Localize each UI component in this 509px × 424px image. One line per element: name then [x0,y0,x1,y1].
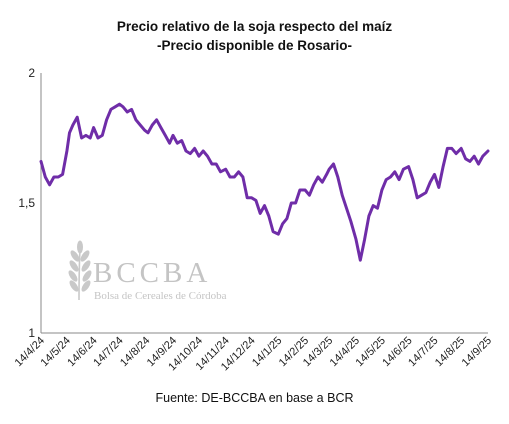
series-line [39,102,490,262]
chart-subtitle: -Precio disponible de Rosario- [156,38,353,53]
wheat-icon [68,240,92,301]
x-axis-ticks: 14/4/2414/5/2414/6/2414/7/2414/8/2414/9/… [13,335,494,374]
y-tick-label: 1 [28,326,35,340]
source-note: Fuente: DE-BCCBA en base a BCR [155,391,354,405]
y-tick-label: 1,5 [18,196,35,210]
watermark-brand: BCCBA [93,257,211,289]
x-tick-label: 14/9/25 [460,335,494,369]
y-tick-label: 2 [28,66,35,80]
y-axis-ticks: 21,51 [18,66,35,340]
chart-title-main: Precio relativo de la soja respecto del … [116,19,393,34]
chart-title: Precio relativo de la soja respecto del … [0,17,509,55]
watermark-subtitle: Bolsa de Cereales de Córdoba [94,290,227,302]
bccba-watermark: BCCBA Bolsa de Cereales de Córdoba [68,240,227,302]
